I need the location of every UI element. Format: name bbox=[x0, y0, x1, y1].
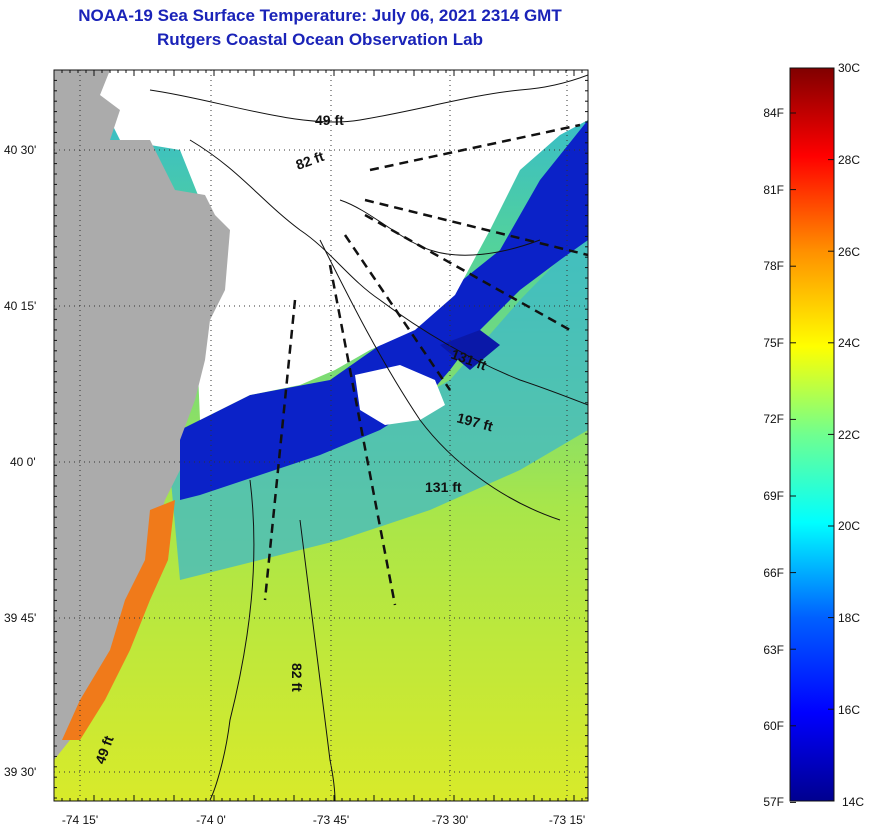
cb-label-20c: 20C bbox=[838, 519, 860, 533]
colorbar-fahrenheit-labels: 84F 81F 78F 75F 72F 69F 66F 63F 60F 57F bbox=[763, 106, 784, 809]
lon-label-7400: -74 0' bbox=[196, 813, 226, 827]
depth-label-131ft-lower: 131 ft bbox=[425, 479, 462, 495]
map-area bbox=[54, 70, 588, 801]
coastal-warm-strip bbox=[62, 500, 175, 740]
cb-label-14c: 14C bbox=[842, 795, 864, 809]
sea-mid-band bbox=[170, 230, 588, 580]
cb-label-24c: 24C bbox=[838, 336, 860, 350]
sea-cold-band bbox=[180, 120, 588, 500]
cb-label-16c: 16C bbox=[838, 703, 860, 717]
cb-label-66f: 66F bbox=[763, 566, 784, 580]
map-subtitle: Rutgers Coastal Ocean Observation Lab bbox=[157, 30, 483, 49]
colorbar-ticks bbox=[790, 67, 834, 803]
cb-label-30c: 30C bbox=[838, 61, 860, 75]
lat-label-4000: 40 0' bbox=[10, 455, 36, 469]
lon-label-7345: -73 45' bbox=[313, 813, 349, 827]
cb-label-57f: 57F bbox=[763, 795, 784, 809]
land-new-jersey bbox=[54, 70, 230, 760]
cb-label-22c: 22C bbox=[838, 428, 860, 442]
map-title: NOAA-19 Sea Surface Temperature: July 06… bbox=[78, 6, 562, 25]
lat-label-3930: 39 30' bbox=[4, 765, 36, 779]
cb-label-28c: 28C bbox=[838, 153, 860, 167]
lon-label-7315: -73 15' bbox=[549, 813, 585, 827]
temperature-colorbar bbox=[789, 67, 835, 802]
cb-label-81f: 81F bbox=[763, 183, 784, 197]
cloud-mask bbox=[100, 70, 588, 420]
depth-contours bbox=[149, 74, 588, 801]
cb-label-69f: 69F bbox=[763, 489, 784, 503]
map-frame bbox=[53, 69, 589, 802]
frame-ticks bbox=[53, 69, 588, 801]
cb-label-60f: 60F bbox=[763, 719, 784, 733]
lat-lon-grid bbox=[54, 70, 588, 801]
depth-label-82ft-bottom: 82 ft bbox=[289, 663, 305, 692]
depth-label-49ft-top: 49 ft bbox=[315, 112, 344, 128]
cb-label-18c: 18C bbox=[838, 611, 860, 625]
lat-label-4015: 40 15' bbox=[4, 299, 36, 313]
cb-label-63f: 63F bbox=[763, 643, 784, 657]
cb-label-26c: 26C bbox=[838, 245, 860, 259]
lat-label-4030: 40 30' bbox=[4, 143, 36, 157]
survey-transects bbox=[263, 123, 588, 606]
cb-label-72f: 72F bbox=[763, 412, 784, 426]
cb-label-78f: 78F bbox=[763, 259, 784, 273]
lon-label-7415: -74 15' bbox=[62, 813, 98, 827]
lon-label-7330: -73 30' bbox=[432, 813, 468, 827]
lat-label-3945: 39 45' bbox=[4, 611, 36, 625]
cb-label-84f: 84F bbox=[763, 106, 784, 120]
cb-label-75f: 75F bbox=[763, 336, 784, 350]
colorbar-celsius-labels: 30C 28C 26C 24C 22C 20C 18C 16C 14C bbox=[838, 61, 864, 809]
